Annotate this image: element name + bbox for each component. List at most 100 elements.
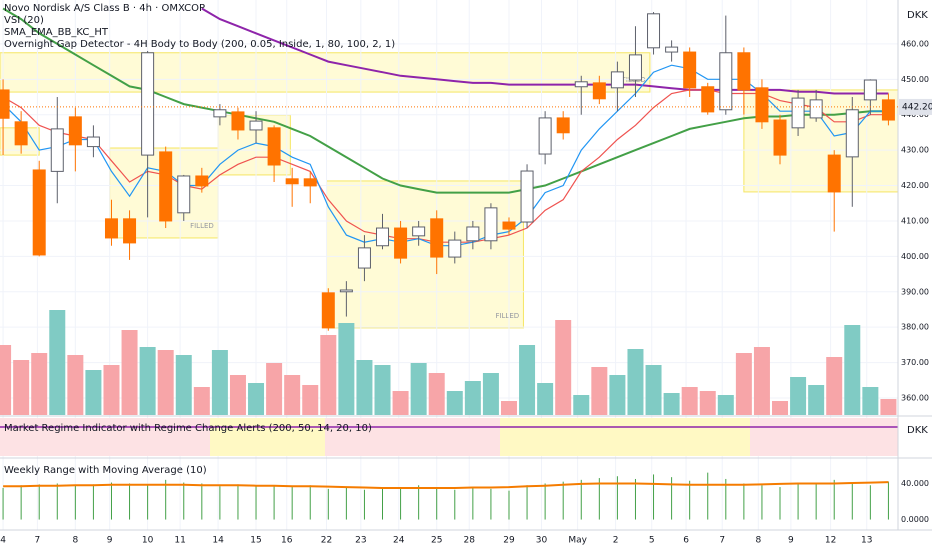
volume-bar (663, 393, 680, 415)
zone-label: FILLED (495, 312, 519, 320)
candle-body (141, 52, 155, 156)
volume-bar (464, 381, 481, 415)
candle-body (737, 52, 751, 91)
x-tick-label: 4 (0, 536, 6, 546)
x-tick-label: 5 (649, 536, 655, 546)
candle-body (50, 128, 64, 172)
candle-body (592, 82, 606, 100)
zone-label: FILLED (190, 222, 214, 230)
candle-body (249, 120, 263, 131)
candle-body (213, 109, 227, 118)
x-tick-label: 30 (536, 536, 548, 546)
x-tick-label: 12 (825, 536, 836, 546)
gap-zone (0, 52, 651, 93)
x-tick-label: 7 (35, 536, 41, 546)
candle-body (773, 119, 787, 156)
volume-bar (139, 347, 156, 415)
candle-body (430, 218, 444, 258)
candle-body (339, 289, 353, 293)
volume-bar (67, 355, 84, 415)
y-tick-label: 450.00 (901, 75, 929, 84)
regime-band (750, 418, 898, 456)
volume-bar (645, 365, 662, 415)
candle-body (845, 109, 859, 158)
candle-body (195, 175, 209, 187)
volume-bar (880, 399, 897, 415)
indicator-label: VSI (20) (4, 15, 44, 26)
volume-bar (103, 365, 120, 415)
x-tick-label: 8 (72, 536, 78, 546)
pane-title: Weekly Range with Moving Average (10) (4, 465, 207, 476)
candle-body (484, 207, 498, 242)
x-tick-label: 9 (107, 536, 113, 546)
moving-average-line (201, 7, 889, 95)
last-price-label: 442.20 (902, 102, 932, 112)
volume-bar (320, 335, 337, 415)
volume-bar (266, 363, 283, 415)
regime-band (325, 418, 500, 456)
y-tick-label: 400.00 (901, 252, 929, 261)
volume-bar (772, 401, 789, 415)
volume-bar (500, 401, 517, 415)
candle-body (628, 54, 642, 81)
volume-bar (248, 383, 265, 415)
y-tick-label: 430.00 (901, 146, 929, 155)
volume-bar (85, 370, 102, 415)
volume-bar (826, 357, 843, 415)
volume-bar (699, 391, 716, 415)
candle-body (520, 170, 534, 223)
candle-body (394, 227, 408, 259)
candle-body (538, 117, 552, 155)
candle-body (719, 52, 733, 111)
x-tick-label: 24 (393, 536, 405, 546)
x-tick-label: 22 (321, 536, 332, 546)
volume-bar (49, 310, 66, 415)
candle-body (104, 218, 118, 239)
volume-bar (175, 355, 192, 415)
x-tick-label: 29 (503, 536, 515, 546)
volume-bar (229, 375, 246, 415)
candle-body (647, 13, 661, 49)
x-tick-label: 13 (861, 536, 872, 546)
currency-label: DKK (907, 425, 928, 436)
regime-band (0, 418, 210, 456)
candle-body (376, 227, 390, 247)
volume-bar (862, 387, 879, 415)
candle-body (574, 81, 588, 88)
x-tick-label: 11 (174, 536, 185, 546)
volume-bar (193, 387, 210, 415)
volume-bar (13, 360, 30, 415)
volume-bar (410, 363, 427, 415)
volume-bar (555, 320, 572, 415)
candle-body (683, 51, 697, 89)
volume-bar (374, 365, 391, 415)
x-tick-label: 2 (613, 536, 619, 546)
x-tick-label: May (568, 536, 587, 546)
volume-bar (844, 325, 861, 415)
y-tick-label: 380.00 (901, 323, 929, 332)
volume-bar (211, 350, 228, 415)
candle-body (412, 226, 426, 237)
volume-bar (573, 395, 590, 415)
candle-body (357, 247, 371, 269)
y-tick-label: 460.00 (901, 39, 929, 48)
currency-label: DKK (907, 10, 928, 21)
volume-bar (157, 350, 174, 415)
volume-bar (537, 383, 554, 415)
volume-bar (302, 385, 319, 415)
x-tick-label: 7 (719, 536, 725, 546)
pane-title: Market Regime Indicator with Regime Chan… (4, 423, 372, 434)
candle-body (231, 111, 245, 131)
regime-band (500, 418, 750, 456)
candle-body (285, 178, 299, 185)
candle-body (448, 239, 462, 258)
x-tick-label: 16 (281, 536, 293, 546)
candle-body (159, 151, 173, 222)
volume-bar (0, 345, 12, 415)
candle-body (809, 99, 823, 119)
moving-average-line (2, 89, 889, 243)
candle-body (123, 218, 137, 244)
candle-body (665, 46, 679, 53)
candle-body (881, 99, 895, 121)
